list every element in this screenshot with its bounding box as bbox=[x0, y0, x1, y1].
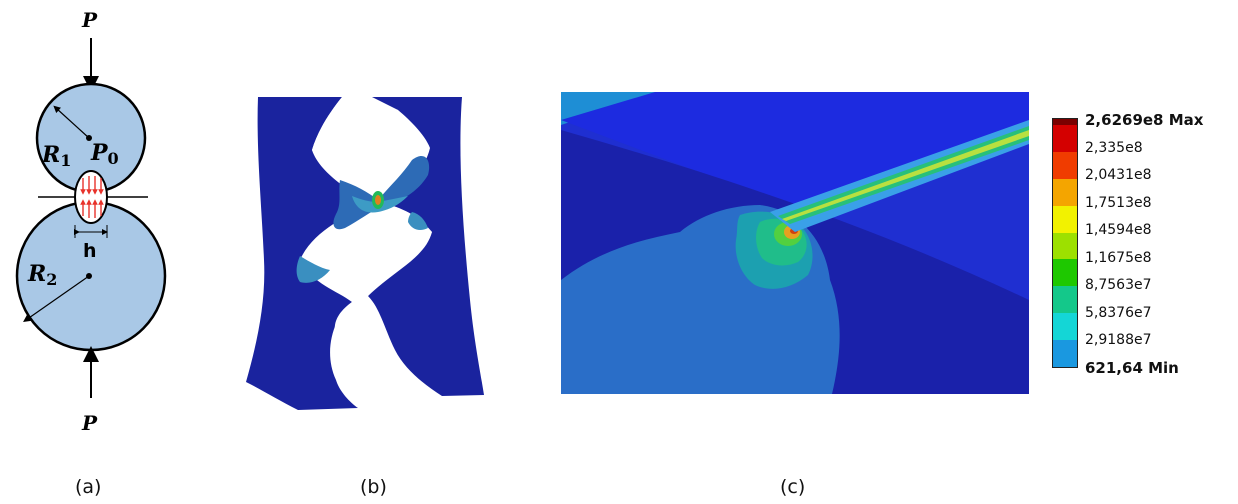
tooth-gap-1 bbox=[312, 97, 398, 200]
radius1-label: R1 bbox=[41, 142, 71, 170]
gear-left-body bbox=[246, 97, 372, 410]
pressure-label: P0 bbox=[90, 140, 119, 168]
legend-label: 2,335e8 bbox=[1085, 139, 1143, 156]
stress-legend: 2,6269e8 Max 2,335e8 2,0431e8 1,7513e8 1,459… bbox=[1052, 111, 1232, 376]
legend-label: 8,7563e7 bbox=[1085, 277, 1152, 294]
caption-a: (a) bbox=[75, 476, 102, 498]
legend-swatch bbox=[1053, 151, 1077, 179]
legend-label: 1,7513e8 bbox=[1085, 194, 1152, 211]
width-label: h bbox=[83, 240, 97, 262]
gear-right-body bbox=[368, 97, 484, 396]
tooth-gap-3 bbox=[334, 302, 392, 360]
panel-b-gear-stress-plot bbox=[246, 97, 484, 410]
hotspot-inner bbox=[375, 195, 381, 205]
legend-swatch-top bbox=[1053, 119, 1077, 125]
legend-label: 1,1675e8 bbox=[1085, 249, 1152, 266]
contour-region-outer bbox=[333, 155, 430, 230]
radius2-line bbox=[23, 275, 90, 323]
caption-b: (b) bbox=[360, 476, 387, 498]
legend-swatch bbox=[1053, 286, 1077, 314]
legend-swatch bbox=[1053, 313, 1077, 341]
legend-swatch bbox=[1053, 232, 1077, 260]
caption-c: (c) bbox=[780, 476, 806, 498]
legend-label: 5,8376e7 bbox=[1085, 304, 1152, 321]
contour-region-right bbox=[408, 212, 428, 230]
radius2-label: R2 bbox=[27, 261, 57, 289]
legend-label: 2,6269e8 Max bbox=[1085, 111, 1204, 129]
upper-center-dot bbox=[86, 135, 92, 141]
radius1-line bbox=[53, 105, 90, 139]
legend-swatch bbox=[1053, 125, 1077, 152]
contact-band-inner bbox=[782, 130, 1029, 221]
panel-c-zoomed-stress-plot bbox=[561, 92, 1029, 394]
bottom-force-label: P bbox=[81, 411, 98, 435]
top-force-label: P bbox=[81, 8, 98, 32]
contour-region-left bbox=[296, 256, 330, 283]
tooth-gap-2 bbox=[318, 204, 432, 296]
panel-a-contact-diagram: P P R1 P0 h R2 bbox=[15, 8, 167, 435]
legend-swatch bbox=[1053, 259, 1077, 287]
legend-label: 621,64 Min bbox=[1085, 359, 1179, 377]
contact-ellipse bbox=[74, 170, 108, 224]
legend-swatch bbox=[1053, 178, 1077, 206]
legend-label: 2,9188e7 bbox=[1085, 332, 1152, 349]
legend-color-bar bbox=[1052, 118, 1078, 368]
legend-swatch bbox=[1053, 205, 1077, 233]
lower-center-dot bbox=[86, 273, 92, 279]
zoom-upper-band bbox=[561, 92, 1029, 210]
legend-label: 2,0431e8 bbox=[1085, 167, 1152, 184]
legend-label: 1,4594e8 bbox=[1085, 222, 1152, 239]
legend-swatch bbox=[1053, 340, 1077, 367]
pressure-arrows bbox=[80, 176, 104, 218]
